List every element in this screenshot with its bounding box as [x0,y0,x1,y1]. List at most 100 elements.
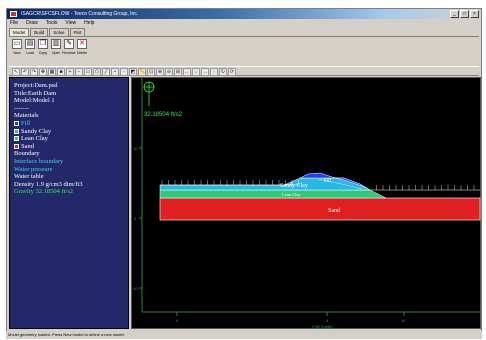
region-icon[interactable]: ◩ [129,68,137,76]
y-tick-label: -10 [132,286,139,291]
lean-clay-label: Lean Clay [282,192,301,197]
water-pressure-label: Water pressure [14,165,53,173]
window-title: ISAGCR\SFCSFLOW - Teeco Consulting Group… [21,11,139,17]
ruler-icon[interactable]: 📏 [138,68,146,76]
redo-icon[interactable]: ↷ [30,68,38,76]
model-canvas[interactable]: 10 0 -10 0 5 10 (*10^3 feet) 32.18504 ft… [131,77,482,329]
down-arrow-icon[interactable]: ↓ [192,68,200,76]
fill-region[interactable] [299,172,371,191]
polygon-icon[interactable]: ⬠ [93,68,101,76]
sandy-clay-region[interactable] [159,177,371,191]
grid-icon[interactable]: ▦ [48,68,56,76]
load-button[interactable]: ▤ Load [24,39,36,63]
app-icon [10,11,17,17]
interface-boundary-label: Interface boundary [14,157,64,165]
ribbon-button-label: Rename [62,51,76,55]
material-item[interactable]: Sandy Clay [14,128,128,136]
fill-label: Fill [324,179,332,184]
ribbon-button-label: New [13,51,21,55]
zoom-extents-icon[interactable]: ⊞ [174,68,182,76]
open-button[interactable]: ▥ Open [50,39,62,63]
model-drawing: 10 0 -10 0 5 10 (*10^3 feet) 32.18504 ft… [132,78,482,329]
maximize-button[interactable]: □ [460,10,469,18]
ribbon-button-label: Copy [38,51,48,55]
right-arrow-icon[interactable]: → [201,68,209,76]
rotate-icon[interactable]: ⟳ [228,68,236,76]
zoom-in-icon[interactable]: + [66,68,74,76]
tab-model[interactable]: Model [9,28,30,36]
density-label: Density 1.9 g/cm3 dim/ft3 [14,180,83,188]
sand-region[interactable] [159,197,481,221]
material-name: Sandy Clay [21,127,52,135]
material-icon[interactable]: ■ [57,68,65,76]
x-tick-label: 0 [176,318,179,323]
sand-label: Sand [328,208,340,214]
rectangle-icon[interactable]: ▭ [84,68,92,76]
rename-icon: ✎ [64,39,74,49]
gravity-label: Gravity 32.18504 ft/s2 [14,188,74,196]
zoom-previous-icon[interactable]: ⊖ [165,68,173,76]
material-swatch [14,143,19,149]
open-icon: ▥ [51,39,61,49]
materials-heading: Materials [14,112,39,120]
node-icon[interactable]: ◦ [120,68,128,76]
boundary-ticks [161,180,475,190]
line-icon[interactable]: ╱ [102,68,110,76]
material-name: Sand [21,142,34,150]
left-arrow-icon[interactable]: ← [183,68,191,76]
new-button[interactable]: ▭ New [11,39,23,63]
copy-icon: ❐ [38,39,48,49]
x-tick-label: 5 [326,318,329,323]
drawing-toolbar: ↖ ↶ ↷ ✥ ▦ ■ + − ▭ ⬠ ╱ • ◦ ◩ 📏 ⊡ ⊕ ⊖ ⊞ ← ↓ → ↑ ↻ ⟳ [9,66,479,76]
menu-item-file[interactable]: File [10,20,19,26]
material-swatch [14,128,19,134]
material-item[interactable]: Lean Clay [14,135,128,143]
delete-button[interactable]: ✕ Delete [76,39,88,63]
fit-icon[interactable]: ⊡ [147,68,155,76]
y-tick-label: 10 [133,146,138,151]
menu-item-draw[interactable]: Draw [26,20,38,26]
material-swatch [14,120,19,126]
window-controls: _ □ × [450,10,479,18]
ribbon-tabs: Model Build Solve Plot [9,28,86,36]
interface-line [317,178,363,190]
refresh-icon[interactable]: ↻ [219,68,227,76]
material-swatch [14,136,19,142]
copy-button[interactable]: ❐ Copy [37,39,49,63]
rename-button[interactable]: ✎ Rename [62,39,76,63]
tab-build[interactable]: Build [30,28,49,36]
ribbon-button-label: Delete [76,51,88,55]
close-button[interactable]: × [470,10,479,18]
menu-item-view[interactable]: View [65,20,77,26]
title-bar[interactable]: ISAGCR\SFCSFLOW - Teeco Consulting Group… [7,9,481,19]
model-name: Model:Model 1 [14,97,55,105]
y-tick-label: 0 [134,216,137,221]
water-table-label: Water table [14,173,44,181]
zoom-out-icon[interactable]: − [75,68,83,76]
x-tick-label: 10 [401,318,406,323]
tab-plot[interactable]: Plot [69,28,86,36]
menu-item-help[interactable]: Help [84,20,95,26]
up-arrow-icon[interactable]: ↑ [210,68,218,76]
ribbon-button-label: Load [26,51,34,55]
tab-solve[interactable]: Solve [49,28,69,36]
material-item[interactable]: Sand [14,143,128,151]
status-bar: Model geometry loaded. Press New model t… [6,331,482,339]
material-item[interactable]: Fill [14,120,128,128]
x-axis-label: (*10^3 feet) [312,324,333,329]
zoom-window-icon[interactable]: ⊕ [156,68,164,76]
new-file-icon: ▭ [12,39,22,49]
project-title: Title:Earth Dam [14,89,57,97]
material-name: Lean Clay [21,135,48,143]
materials-list: Fill Sandy Clay Lean Clay Sand [14,120,128,150]
pan-icon[interactable]: ✥ [39,68,47,76]
select-icon[interactable]: ↖ [12,68,20,76]
gravity-readout: 32.18504 ft/s2 [144,112,183,118]
delete-icon: ✕ [77,39,87,49]
minimize-button[interactable]: _ [450,10,459,18]
point-icon[interactable]: • [111,68,119,76]
undo-icon[interactable]: ↶ [21,68,29,76]
menu-item-tools[interactable]: Tools [45,20,58,26]
lean-clay-region[interactable] [159,189,387,199]
material-name: Fill [21,119,31,127]
